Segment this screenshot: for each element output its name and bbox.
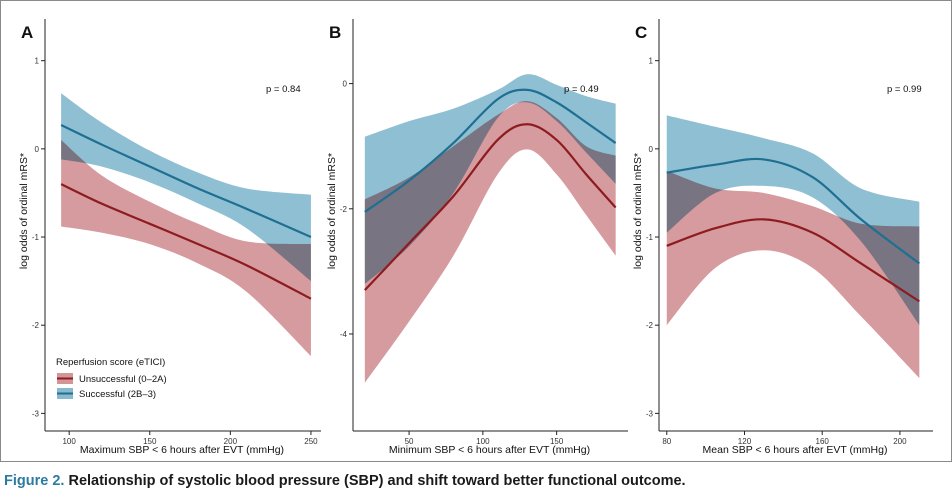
panel-a: A 1 0 -1 -2 -3 100 150 200 250 Maximum SBP < 6 hou…: [18, 19, 321, 456]
y-tick-label: 0: [35, 145, 40, 154]
x-axis-label: Maximum SBP < 6 hours after EVT (mmHg): [80, 444, 284, 456]
panel-c: C 1 0 -1 -2 -3 80 120 160 200 Mean SBP < 6 hours a…: [632, 19, 933, 456]
x-tick-label: 150: [143, 437, 157, 446]
figure-frame: A 1 0 -1 -2 -3 100 150 200 250 Maximum SBP < 6 hou…: [0, 0, 952, 462]
y-tick-label: -3: [646, 409, 654, 418]
x-axis-label: Mean SBP < 6 hours after EVT (mmHg): [703, 444, 888, 456]
series-line-successful: [60, 124, 312, 239]
x-tick-label: 120: [738, 437, 752, 446]
x-tick-label: 160: [816, 437, 830, 446]
series-line-unsuccessful: [60, 183, 312, 300]
x-tick-label: 250: [304, 437, 318, 446]
ci-band-unsuccessful: [666, 170, 920, 379]
legend-label-successful: Successful (2B–3): [79, 389, 156, 400]
figure-caption-text: Relationship of systolic blood pressure …: [64, 473, 686, 489]
x-tick-label: 100: [62, 437, 76, 446]
panel-label: B: [329, 23, 341, 42]
x-tick-label: 100: [476, 437, 490, 446]
ci-band-successful: [364, 74, 616, 284]
p-value-annotation: p = 0.99: [887, 84, 922, 95]
y-tick-label: 0: [649, 145, 654, 154]
y-tick-label: 0: [343, 80, 348, 89]
x-tick-label: 80: [662, 437, 671, 446]
legend: Reperfusion score (eTICI) Unsuccessful (0…: [56, 357, 167, 400]
panel-label: A: [21, 23, 33, 42]
y-tick-label: -4: [340, 330, 348, 339]
figure-caption-label: Figure 2.: [4, 473, 65, 489]
y-tick-label: 1: [649, 57, 654, 66]
y-tick-label: -2: [32, 321, 40, 330]
y-tick-label: -2: [340, 205, 348, 214]
ci-band-successful: [61, 93, 311, 282]
legend-title: Reperfusion score (eTICI): [56, 357, 165, 368]
series-line-unsuccessful: [666, 218, 920, 303]
y-tick-label: -1: [646, 233, 654, 242]
x-axis-label: Minimum SBP < 6 hours after EVT (mmHg): [389, 444, 590, 456]
panel-label: C: [635, 23, 647, 42]
ci-band-unsuccessful: [364, 101, 616, 383]
x-tick-label: 200: [224, 437, 238, 446]
y-tick-label: -1: [32, 233, 40, 242]
y-axis-label: log odds of ordinal mRS*: [18, 153, 30, 269]
series-line-successful: [364, 88, 617, 213]
ci-band-successful: [666, 115, 920, 326]
p-value-annotation: p = 0.49: [564, 84, 599, 95]
series-line-unsuccessful: [364, 123, 617, 291]
y-tick-label: -3: [32, 409, 40, 418]
x-tick-label: 150: [550, 437, 564, 446]
legend-label-unsuccessful: Unsuccessful (0–2A): [79, 374, 167, 385]
y-axis-label: log odds of ordinal mRS*: [632, 153, 644, 269]
p-value-annotation: p = 0.84: [266, 84, 301, 95]
series-line-successful: [666, 157, 921, 265]
figure-caption: Figure 2. Relationship of systolic blood…: [4, 470, 948, 492]
y-tick-label: 1: [35, 57, 40, 66]
y-tick-label: -2: [646, 321, 654, 330]
x-tick-label: 50: [405, 437, 414, 446]
x-tick-label: 200: [893, 437, 907, 446]
y-axis-label: log odds of ordinal mRS*: [326, 153, 338, 269]
ci-band-unsuccessful: [61, 140, 311, 357]
